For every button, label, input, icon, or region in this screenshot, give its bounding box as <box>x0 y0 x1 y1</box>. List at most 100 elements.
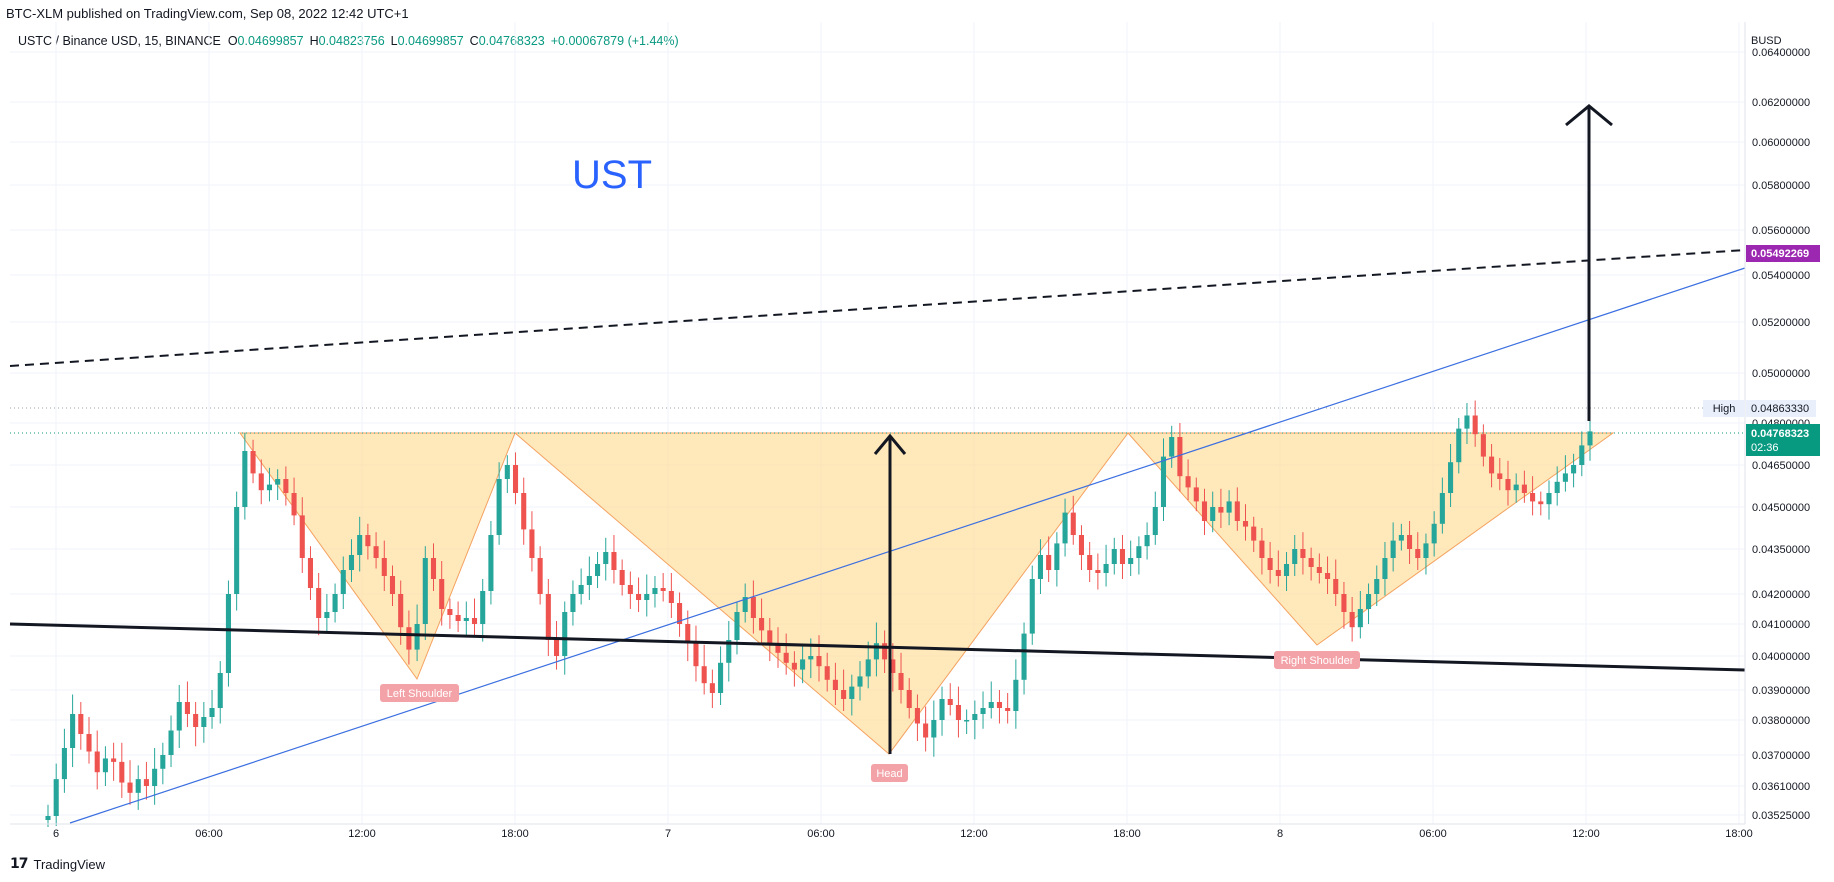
target-price-badge: 0.05492269 <box>1746 245 1820 262</box>
x-tick-label: 18:00 <box>1725 828 1753 840</box>
candle-body <box>340 570 346 594</box>
candle-body <box>176 702 182 731</box>
candle-body <box>373 546 379 558</box>
candle-body <box>562 612 568 656</box>
ohlc-legend: USTC / Binance USD, 15, BINANCE O0.04699… <box>18 34 685 48</box>
candle-body <box>1382 558 1388 579</box>
rising-trendline[interactable] <box>69 267 1746 824</box>
target-arrow[interactable] <box>1565 104 1613 421</box>
candle-body <box>619 570 625 585</box>
candle-body <box>1357 609 1363 628</box>
svg-text:02:36: 02:36 <box>1751 442 1779 454</box>
y-tick-label: 0.04500000 <box>1752 502 1810 514</box>
candle-body <box>857 676 863 687</box>
candle-body <box>316 588 322 618</box>
symbol-label[interactable]: USTC / Binance USD, 15, BINANCE <box>18 34 221 48</box>
chart-title: UST <box>572 153 652 197</box>
change-value: +0.00067879 (+1.44%) <box>550 34 679 48</box>
candle-body <box>521 493 527 530</box>
candle-body <box>1423 543 1429 558</box>
candle-body <box>1226 501 1232 513</box>
candle-body <box>1267 558 1273 570</box>
candle-body <box>283 479 289 493</box>
close-value: 0.04768323 <box>478 34 545 48</box>
candle-body <box>135 779 141 793</box>
candle-body <box>742 597 748 612</box>
candle-body <box>578 585 584 594</box>
candle-body <box>365 535 371 547</box>
candle-body <box>1169 437 1175 457</box>
candle-body <box>923 723 929 738</box>
y-tick-label: 0.03800000 <box>1752 715 1810 727</box>
candle-body <box>193 714 199 727</box>
candle-body <box>906 690 912 708</box>
open-key: O <box>227 34 238 48</box>
candle-body <box>53 779 59 816</box>
candle-body <box>422 558 428 624</box>
candle-body <box>873 643 879 660</box>
candle-body <box>381 558 387 576</box>
low-value: 0.04699857 <box>397 34 464 48</box>
candle-body <box>603 552 609 564</box>
candle-body <box>529 529 535 558</box>
candle-body <box>496 479 502 535</box>
candle-body <box>611 552 617 570</box>
candle-body <box>70 714 76 748</box>
candle-body <box>1128 558 1134 564</box>
candle-body <box>1177 437 1183 477</box>
candle-body <box>545 594 551 640</box>
candle-body <box>143 779 149 786</box>
candle-body <box>1497 473 1503 479</box>
brand-label[interactable]: TradingView <box>33 856 106 872</box>
time-axis[interactable]: 6 06:00 12:00 18:00 7 06:00 12:00 18:00 8 06:00 12… <box>53 828 1753 840</box>
candle-body <box>406 627 412 650</box>
target-dashed-line[interactable] <box>9 249 1746 367</box>
x-tick-label: 06:00 <box>195 828 223 840</box>
annotation-right-shoulder[interactable]: Right Shoulder <box>1274 651 1360 669</box>
candle-body <box>1365 594 1372 609</box>
candle-body <box>1046 555 1052 570</box>
open-value: 0.04699857 <box>237 34 304 48</box>
candle-body <box>1415 549 1421 558</box>
candle-body <box>594 564 601 576</box>
pattern-triangle-right-shoulder <box>1126 432 1615 646</box>
candle-body <box>61 748 67 780</box>
candle-body <box>209 708 215 717</box>
candle-body <box>660 588 666 591</box>
last-price-badge: 0.04768323 02:36 <box>1746 424 1820 456</box>
candle-body <box>1349 612 1355 628</box>
candle-body <box>168 730 174 755</box>
annotation-left-shoulder[interactable]: Left Shoulder <box>380 684 459 702</box>
candle-body <box>677 603 683 624</box>
candle-body <box>1275 570 1281 576</box>
high-badge: High 0.04863330 <box>1703 400 1816 417</box>
x-tick-label: 12:00 <box>960 828 988 840</box>
candle-body <box>1316 567 1322 573</box>
candle-body <box>750 597 756 618</box>
candle-body <box>1111 549 1117 564</box>
candle-body <box>217 673 223 708</box>
candle-body <box>1021 633 1027 680</box>
candle-body <box>1562 473 1568 482</box>
candle-body <box>1054 543 1060 570</box>
candle-body <box>1259 540 1265 558</box>
y-tick-label: 0.03610000 <box>1752 781 1810 793</box>
annotation-head[interactable]: Head <box>871 764 908 782</box>
candle-body <box>1242 521 1249 527</box>
candle-body <box>512 465 519 493</box>
measured-move-arrow-head[interactable] <box>873 433 907 754</box>
candle-body <box>1587 431 1593 446</box>
candle-body <box>1078 535 1085 555</box>
candle-body <box>824 666 830 680</box>
svg-text:High: High <box>1713 403 1736 415</box>
x-tick-label: 8 <box>1277 828 1283 840</box>
support-line[interactable] <box>9 622 1746 672</box>
candle-body <box>1087 555 1093 570</box>
candle-body <box>488 535 494 591</box>
candle-body <box>1308 558 1314 567</box>
high-key: H <box>309 34 319 48</box>
candle-body <box>266 484 273 491</box>
candle-body <box>849 686 855 699</box>
low-key: L <box>390 34 398 48</box>
